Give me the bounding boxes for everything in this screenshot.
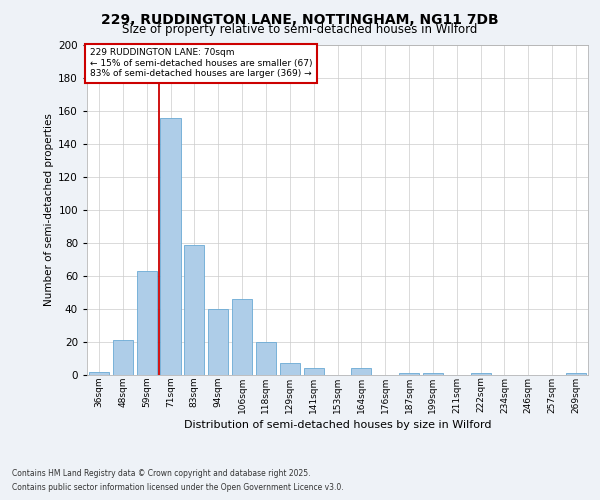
Bar [280, 364, 300, 375]
Text: Size of property relative to semi-detached houses in Wilford: Size of property relative to semi-detach… [122, 22, 478, 36]
X-axis label: Distribution of semi-detached houses by size in Wilford: Distribution of semi-detached houses by … [184, 420, 491, 430]
Bar [184, 244, 205, 375]
Y-axis label: Number of semi-detached properties: Number of semi-detached properties [44, 114, 54, 306]
Bar [423, 374, 443, 375]
Text: 229 RUDDINGTON LANE: 70sqm
← 15% of semi-detached houses are smaller (67)
83% of: 229 RUDDINGTON LANE: 70sqm ← 15% of semi… [89, 48, 312, 78]
Bar [113, 340, 133, 375]
Text: Contains HM Land Registry data © Crown copyright and database right 2025.: Contains HM Land Registry data © Crown c… [12, 468, 311, 477]
Bar [89, 372, 109, 375]
Bar [256, 342, 276, 375]
Bar [137, 271, 157, 375]
Bar [470, 374, 491, 375]
Bar [399, 374, 419, 375]
Bar [160, 118, 181, 375]
Bar [566, 374, 586, 375]
Bar [304, 368, 324, 375]
Bar [208, 309, 229, 375]
Bar [351, 368, 371, 375]
Text: Contains public sector information licensed under the Open Government Licence v3: Contains public sector information licen… [12, 484, 344, 492]
Text: 229, RUDDINGTON LANE, NOTTINGHAM, NG11 7DB: 229, RUDDINGTON LANE, NOTTINGHAM, NG11 7… [101, 12, 499, 26]
Bar [232, 299, 252, 375]
